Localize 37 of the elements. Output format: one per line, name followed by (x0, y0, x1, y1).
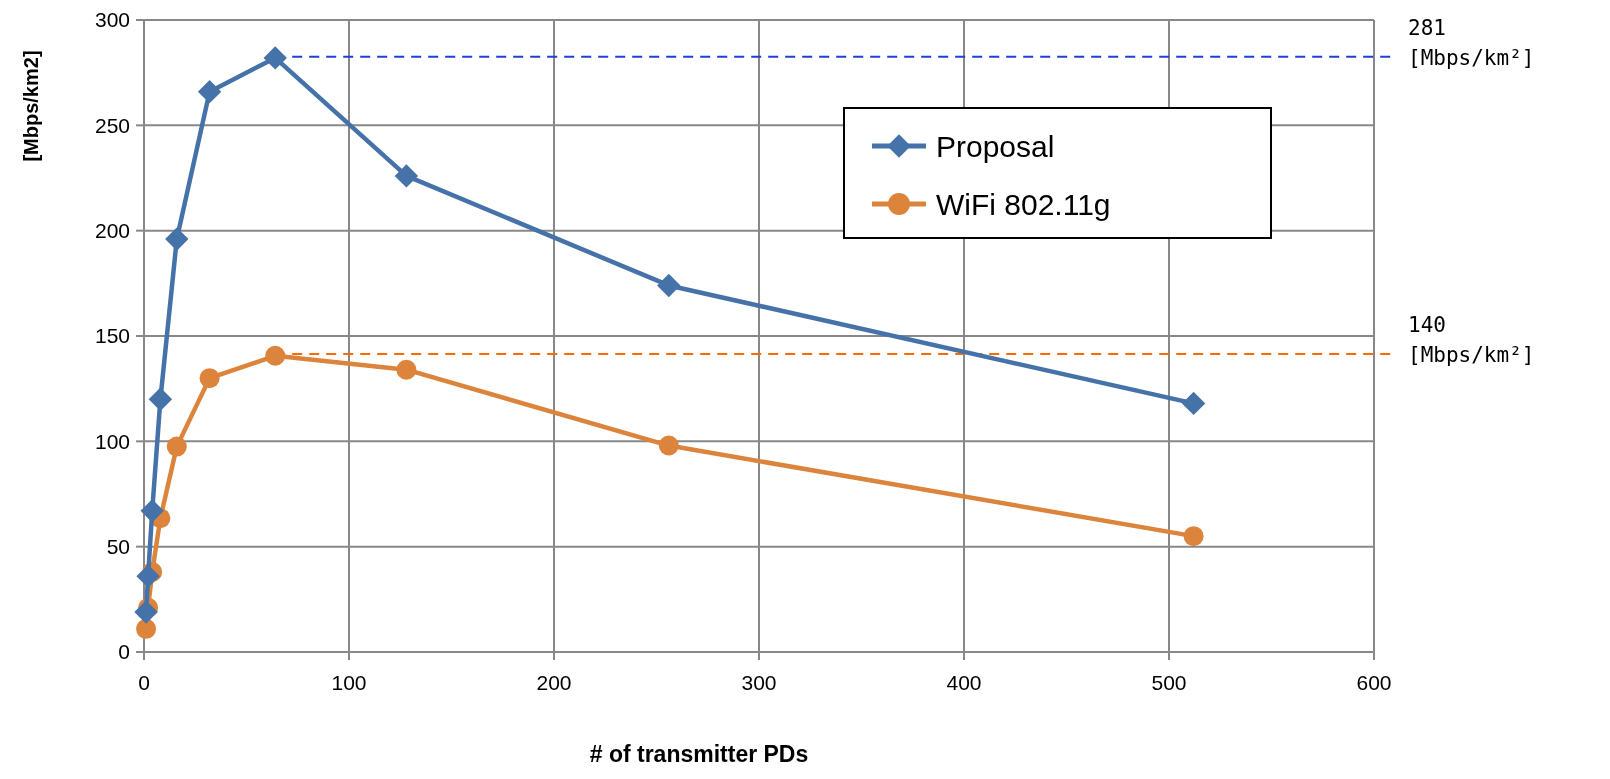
point (166, 436, 187, 457)
point (199, 368, 220, 389)
point (1183, 526, 1204, 547)
x-tick-label: 100 (331, 671, 367, 694)
point (394, 164, 419, 188)
point (657, 273, 681, 298)
point (140, 499, 164, 523)
y-axis-title: [Mbps/km2] (20, 50, 42, 162)
point (265, 345, 286, 366)
point (396, 359, 417, 380)
ref-line-label: 281 [Mbps/km²] (1408, 15, 1535, 70)
y-tick-label: 0 (118, 640, 130, 664)
point (197, 79, 222, 104)
x-tick-label: 300 (741, 671, 777, 694)
y-tick-label: 200 (94, 219, 130, 243)
y-tick-label: 300 (94, 8, 130, 32)
point (134, 600, 158, 624)
point (1181, 391, 1206, 416)
point (165, 227, 189, 251)
y-tick-label: 50 (106, 535, 130, 559)
point (136, 564, 160, 588)
x-tick-label: 500 (1151, 671, 1187, 694)
y-tick-label: 250 (94, 113, 130, 137)
point (263, 46, 287, 70)
x-tick-label: 0 (138, 671, 150, 694)
x-tick-label: 400 (946, 671, 982, 694)
point (136, 618, 157, 639)
x-axis-title: # of transmitter PDs (589, 741, 809, 767)
ref-line-label: 140 [Mbps/km²] (1408, 312, 1535, 367)
point (658, 435, 679, 456)
legend-label: WiFi 802.11g (936, 187, 1111, 221)
x-tick-label: 200 (536, 671, 572, 694)
y-tick-label: 100 (94, 429, 130, 453)
point (148, 387, 173, 411)
y-tick-label: 150 (94, 324, 130, 348)
x-tick-label: 600 (1356, 671, 1392, 694)
legend-label: Proposal (936, 129, 1055, 163)
